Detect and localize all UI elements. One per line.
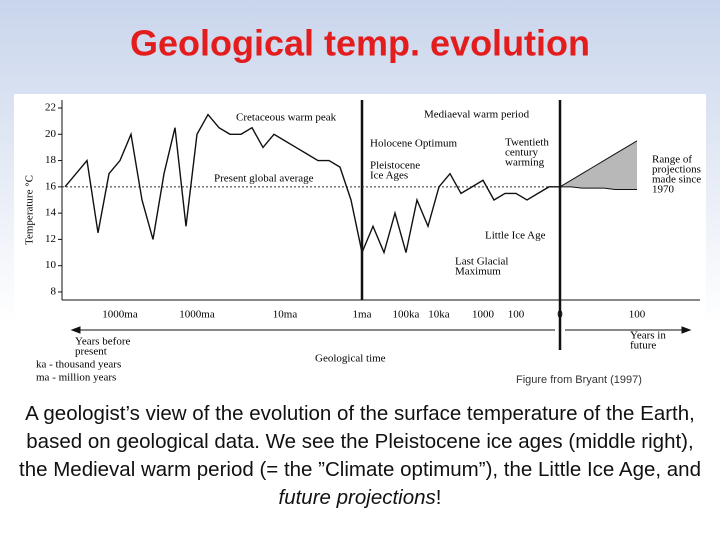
annotation: Maximum <box>455 266 501 278</box>
annotation: Twentieth <box>505 137 549 149</box>
reference-label: Present global average <box>214 172 314 184</box>
caption: A geologist’s view of the evolution of t… <box>10 400 710 512</box>
y-tick-label: 14 <box>45 207 57 219</box>
x-tick-label: 0 <box>557 309 563 321</box>
annotation: Pleistocene <box>370 160 420 172</box>
y-tick-label: 8 <box>51 285 57 297</box>
x-tick-label: 10ka <box>428 309 450 321</box>
x-right-label: Years in <box>630 330 666 342</box>
annotation: Mediaeval warm period <box>424 109 530 121</box>
x-tick-label: 1ma <box>353 309 372 321</box>
x-left-label: present <box>75 346 107 358</box>
legend-note: ka - thousand years <box>36 359 121 371</box>
x-tick-label: 100 <box>508 309 525 321</box>
y-tick-label: 22 <box>45 102 56 114</box>
y-tick-label: 18 <box>45 154 57 166</box>
y-tick-label: 12 <box>45 233 56 245</box>
series-line <box>560 186 637 190</box>
annotation: warming <box>505 157 545 169</box>
series-line <box>64 113 560 255</box>
time-arrows <box>70 326 692 334</box>
projection-range <box>560 140 637 190</box>
annotation: projections <box>652 164 701 176</box>
annotation: Range of <box>652 154 692 166</box>
x-tick-label: 100 <box>629 309 646 321</box>
annotation: century <box>505 147 538 159</box>
source: Figure from Bryant (1997) <box>516 374 642 386</box>
annotation: Holocene Optimum <box>370 138 458 150</box>
x-tick-label: 1000 <box>472 309 495 321</box>
annotation: Ice Ages <box>370 170 408 182</box>
annotation: Last Glacial <box>455 256 508 268</box>
annotation: Cretaceous warm peak <box>236 112 337 124</box>
y-tick-label: 16 <box>45 180 57 192</box>
slide-title: Geological temp. evolution <box>130 23 590 64</box>
x-axis-label: Geological time <box>315 353 386 365</box>
x-right-label: future <box>630 340 656 352</box>
x-tick-label: 1000ma <box>179 309 215 321</box>
y-tick-label: 10 <box>45 259 57 271</box>
x-tick-label: 1000ma <box>102 309 138 321</box>
annotation: 1970 <box>652 184 675 196</box>
x-left-label: Years before <box>75 336 131 348</box>
caption-emphasis: future projections <box>278 486 436 509</box>
caption-text: ! <box>435 486 442 509</box>
chart: Geological temp. evolution Figure from B… <box>23 22 702 386</box>
x-tick-label: 10ma <box>273 309 298 321</box>
y-axis-label: Temperature °C <box>24 175 36 245</box>
series-line <box>559 140 638 188</box>
annotation: Little Ice Age <box>485 230 546 242</box>
legend-note: ma - million years <box>36 372 116 384</box>
annotation: made since <box>652 174 701 186</box>
x-tick-label: 100ka <box>393 309 420 321</box>
y-tick-label: 20 <box>45 128 57 140</box>
caption-text: A geologist’s view of the evolution of t… <box>19 402 701 481</box>
